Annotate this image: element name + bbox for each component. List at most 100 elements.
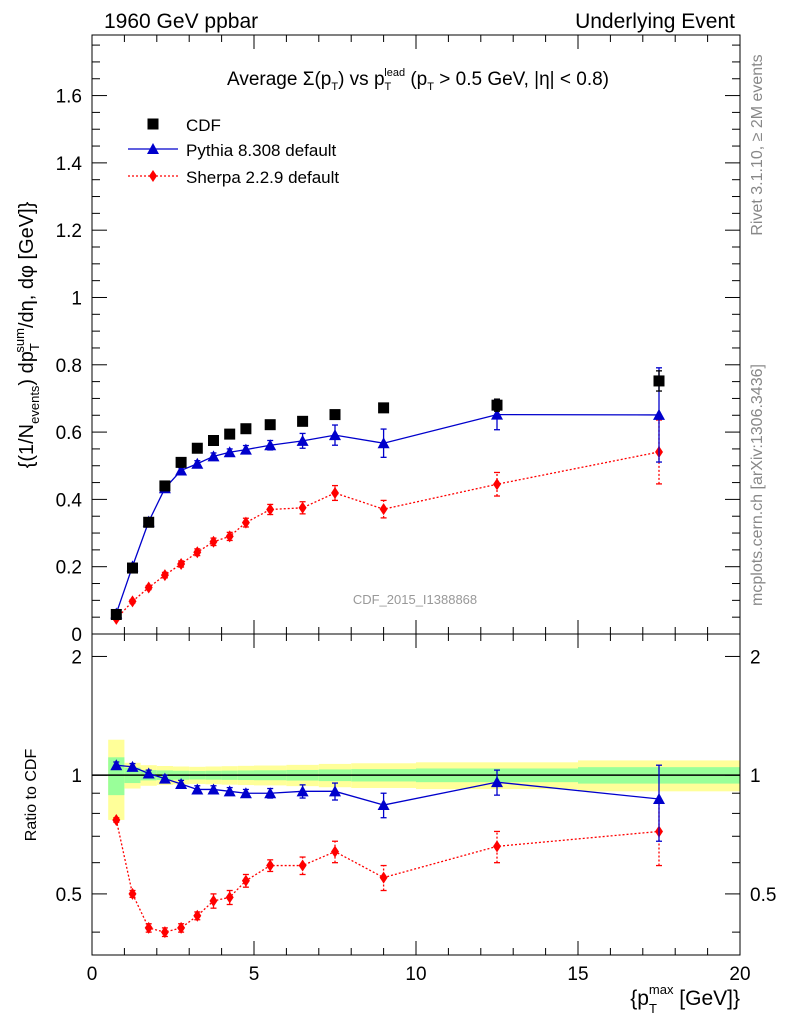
x-tick-label: 5 (249, 964, 260, 985)
y-tick-label: 0.8 (56, 356, 82, 377)
sherpa-point (493, 478, 501, 491)
ratio-tick-label: 1 (71, 766, 82, 787)
side-label-bottom: mcplots.cern.ch [arXiv:1306.3436] (749, 364, 766, 606)
legend-pythia-marker (147, 143, 159, 154)
pythia-point (491, 408, 503, 420)
pythia-point (239, 443, 252, 455)
ratio-pythia-point (239, 787, 252, 799)
ratio-sherpa-point (241, 874, 250, 887)
sherpa-point (266, 503, 275, 516)
ratio-pythia-point (207, 783, 220, 795)
ratio-sherpa-point (379, 871, 388, 884)
ratio-pythia-point (296, 785, 309, 797)
y-tick-label: 0.6 (56, 423, 82, 444)
ratio-y-axis-label: Ratio to CDF (23, 749, 40, 842)
ratio-sherpa-point (144, 921, 153, 934)
ratio-tick-label: 0.5 (56, 885, 82, 906)
y-tick-label: 0.4 (56, 490, 83, 511)
pythia-point (264, 439, 277, 451)
sherpa-point (225, 530, 234, 543)
ratio-sherpa-point (225, 891, 234, 904)
watermark: CDF_2015_I1388868 (353, 592, 477, 607)
sherpa-point (193, 546, 202, 559)
pythia-point (296, 434, 309, 446)
ratio-pythia-point (264, 787, 277, 799)
ratio-pythia-point (329, 785, 341, 797)
ratio-pythia-point (653, 793, 665, 805)
ratio-sherpa-point (160, 926, 169, 939)
ratio-tick-label-right: 0.5 (750, 885, 776, 906)
ratio-sherpa-point (193, 909, 202, 922)
legend: CDF Pythia 8.308 default Sherpa 2.2.9 defa… (128, 116, 339, 187)
y-tick-label: 1.6 (56, 87, 82, 108)
y-tick-label: 1.4 (56, 154, 83, 175)
y-tick-label: 1 (71, 288, 82, 309)
x-tick-label: 10 (405, 964, 426, 985)
cdf-point (208, 435, 219, 447)
cdf-point (240, 423, 252, 435)
sherpa-point (177, 558, 186, 571)
x-tick-label: 15 (567, 964, 588, 985)
pythia-point (653, 408, 665, 420)
cdf-point (191, 442, 203, 454)
ratio-sherpa-point (128, 887, 137, 900)
cdf-point (110, 608, 122, 620)
ratio-sherpa-point (177, 921, 186, 934)
cdf-point (491, 399, 503, 411)
sherpa-point (331, 486, 339, 499)
sherpa-point (160, 569, 169, 582)
legend-pythia-label: Pythia 8.308 default (186, 141, 337, 160)
ratio-sherpa-point (209, 894, 218, 907)
y-tick-label: 0.2 (56, 558, 82, 579)
ratio-sherpa-point (493, 840, 501, 853)
x-tick-label: 0 (87, 964, 98, 985)
ratio-sherpa-point (266, 859, 275, 872)
side-label-top: Rivet 3.1.10, ≥ 2M events (749, 54, 766, 235)
ratio-pythia-point (491, 776, 503, 788)
pythia-point (223, 446, 236, 458)
sherpa-point (209, 535, 218, 548)
y-tick-label: 0 (71, 625, 82, 646)
pythia-point (207, 450, 220, 462)
ratio-pythia-point (126, 760, 139, 772)
cdf-point (653, 375, 665, 387)
cdf-point (224, 428, 236, 440)
y-tick-label: 1.2 (56, 221, 82, 242)
x-tick-label: 20 (729, 964, 750, 985)
pythia-point (377, 437, 390, 449)
header-left: 1960 GeV ppbar (104, 10, 258, 33)
cdf-point (143, 516, 155, 528)
cdf-point (297, 415, 309, 427)
sherpa-point (144, 581, 153, 594)
legend-cdf-marker (147, 118, 159, 130)
ratio-tick-label-right: 2 (750, 647, 761, 668)
y-axis-label: {(1/Nevents) dpTsum/dη, dφ [GeV]} (12, 201, 42, 468)
ratio-pythia-point (223, 785, 236, 797)
ratio-tick-label-right: 1 (750, 766, 761, 787)
legend-cdf-label: CDF (186, 116, 221, 135)
ratio-pythia-point (142, 767, 155, 779)
cdf-point (127, 562, 138, 574)
ratio-pythia-point (158, 772, 171, 784)
sherpa-point (379, 503, 388, 516)
legend-sherpa-label: Sherpa 2.2.9 default (186, 168, 339, 187)
ratio-pythia-point (191, 783, 204, 795)
pythia-point (175, 464, 188, 476)
ratio-pythia-point (377, 799, 390, 811)
ratio-sherpa-point (112, 813, 121, 826)
x-axis-label: {pTmax [GeV]} (630, 982, 740, 1016)
main-plot: 0 0.2 0.4 0.6 0.8 1 1.2 1.4 1.6 (56, 34, 741, 955)
ratio-pythia-point (175, 777, 188, 789)
ratio-pythia-point (110, 759, 123, 771)
chart-title: Average Σ(pT) vs pTlead (pT > 0.5 GeV, |… (227, 67, 609, 93)
cdf-point (159, 480, 171, 492)
ratio-frame (91, 633, 741, 956)
sherpa-point (241, 516, 250, 529)
cdf-point (175, 456, 187, 468)
sherpa-point (128, 595, 137, 608)
ratio-sherpa-point (331, 845, 339, 858)
ratio-tick-label: 2 (71, 647, 82, 668)
header-right: Underlying Event (575, 10, 735, 33)
ratio-plot: 0 5 10 15 20 0.5 0.5 1 1 2 2 (56, 633, 776, 985)
